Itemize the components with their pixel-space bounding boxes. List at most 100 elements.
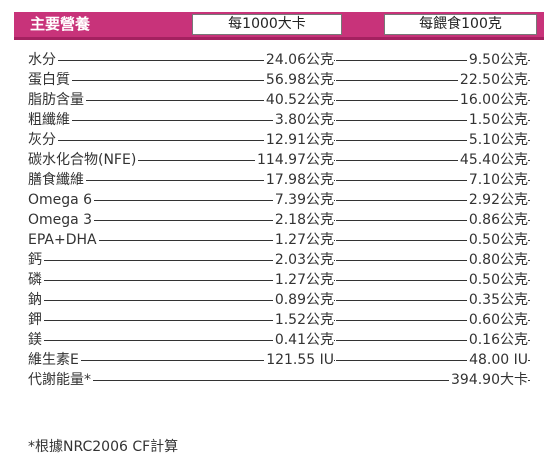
value-per-100g: 5.10公克 (466, 131, 528, 149)
table-row: Omega 6 7.39公克 2.92公克 (0, 190, 558, 210)
value-per-100g: 45.40公克 (457, 151, 528, 169)
table-row: 鈉 0.89公克 0.35公克 (0, 290, 558, 310)
value-per-1000kcal: 0.89公克 (272, 291, 334, 309)
value-per-100g: 0.80公克 (466, 251, 528, 269)
table-row: 碳水化合物(NFE) 114.97公克 45.40公克 (0, 150, 558, 170)
header-title: 主要營養 (30, 15, 91, 33)
table-row: 鎂 0.41公克 0.16公克 (0, 330, 558, 350)
leader-line (30, 60, 335, 61)
leader-line (336, 340, 530, 341)
leader-line (336, 280, 530, 281)
nutrient-name: 灰分 (28, 131, 58, 149)
value-per-100g: 0.35公克 (466, 291, 528, 309)
value-per-1000kcal: 1.52公克 (272, 311, 334, 329)
value-per-100g: 9.50公克 (466, 51, 528, 69)
nutrient-name: 磷 (28, 271, 44, 289)
column-header-per-100g: 每餵食100克 (384, 14, 537, 35)
value-per-100g: 0.50公克 (466, 231, 528, 249)
nutrient-name: 碳水化合物(NFE) (28, 151, 139, 169)
nutrient-name: Omega 6 (28, 191, 95, 209)
leader-line (30, 340, 335, 341)
table-row: 膳食纖維 17.98公克 7.10公克 (0, 170, 558, 190)
nutrient-name: 鎂 (28, 331, 44, 349)
nutrient-name: 脂肪含量 (28, 91, 86, 109)
value-per-1000kcal: 7.39公克 (272, 191, 334, 209)
table-row: 蛋白質 56.98公克 22.50公克 (0, 70, 558, 90)
column-header-per-1000kcal: 每1000大卡 (192, 14, 342, 35)
leader-line (336, 360, 530, 361)
table-row: Omega 3 2.18公克 0.86公克 (0, 210, 558, 230)
table-row: EPA+DHA 1.27公克 0.50公克 (0, 230, 558, 250)
leader-line (336, 240, 530, 241)
value-per-1000kcal: 56.98公克 (263, 71, 334, 89)
table-row: 鈣 2.03公克 0.80公克 (0, 250, 558, 270)
table-row: 維生素E 121.55 IU 48.00 IU (0, 350, 558, 370)
value-per-100g: 0.16公克 (466, 331, 528, 349)
leader-line (336, 60, 530, 61)
value-per-1000kcal: 40.52公克 (263, 91, 334, 109)
table-row: 鉀 1.52公克 0.60公克 (0, 310, 558, 330)
leader-line (336, 260, 530, 261)
value-per-100g: 0.60公克 (466, 311, 528, 329)
leader-line (30, 80, 335, 81)
table-row: 脂肪含量 40.52公克 16.00公克 (0, 90, 558, 110)
nutrient-name: 粗纖維 (28, 111, 72, 129)
leader-line (30, 300, 335, 301)
leader-line (336, 100, 530, 101)
nutrient-name: 鉀 (28, 311, 44, 329)
value-per-1000kcal: 2.03公克 (272, 251, 334, 269)
value-per-1000kcal: 1.27公克 (272, 271, 334, 289)
nutrient-name: 鈣 (28, 251, 44, 269)
value-per-100g: 48.00 IU (467, 351, 528, 369)
footnote: *根據NRC2006 CF計算 (28, 439, 179, 455)
leader-line (336, 300, 530, 301)
leader-line (30, 180, 335, 181)
leader-line (336, 140, 530, 141)
leader-line (336, 200, 530, 201)
value-per-1000kcal: 2.18公克 (272, 211, 334, 229)
value-per-1000kcal: 17.98公克 (263, 171, 334, 189)
leader-line (336, 180, 530, 181)
leader-line (30, 360, 335, 361)
leader-line (30, 100, 335, 101)
leader-line (30, 280, 335, 281)
nutrient-name: Omega 3 (28, 211, 95, 229)
nutrient-name: 鈉 (28, 291, 44, 309)
leader-line (30, 200, 335, 201)
leader-line (30, 160, 335, 161)
leader-line (30, 380, 530, 381)
value-per-100g: 0.86公克 (466, 211, 528, 229)
leader-line (30, 260, 335, 261)
leader-line (336, 80, 530, 81)
table-row: 磷 1.27公克 0.50公克 (0, 270, 558, 290)
leader-line (30, 120, 335, 121)
value-per-100g: 22.50公克 (457, 71, 528, 89)
leader-line (30, 220, 335, 221)
leader-line (30, 320, 335, 321)
table-row: 灰分 12.91公克 5.10公克 (0, 130, 558, 150)
leader-line (336, 120, 530, 121)
nutrient-table: 水分 24.06公克 9.50公克 蛋白質 56.98公克 22.50公克 脂肪含量 40.5… (0, 50, 558, 390)
value-per-1000kcal: 0.41公克 (272, 331, 334, 349)
leader-line (336, 160, 530, 161)
energy-value: 394.90大卡 (449, 371, 528, 389)
leader-line (336, 220, 530, 221)
value-per-100g: 1.50公克 (466, 111, 528, 129)
leader-line (30, 140, 335, 141)
table-header: 主要營養 每1000大卡 每餵食100克 (14, 12, 544, 40)
value-per-1000kcal: 1.27公克 (272, 231, 334, 249)
table-row-energy: 代謝能量* 394.90大卡 (0, 370, 558, 390)
table-row: 粗纖維 3.80公克 1.50公克 (0, 110, 558, 130)
value-per-1000kcal: 121.55 IU (264, 351, 334, 369)
value-per-100g: 16.00公克 (457, 91, 528, 109)
nutrient-name: 維生素E (28, 351, 81, 369)
leader-line (336, 320, 530, 321)
value-per-100g: 0.50公克 (466, 271, 528, 289)
nutrient-name: 代謝能量* (28, 371, 93, 389)
value-per-1000kcal: 114.97公克 (255, 151, 334, 169)
value-per-1000kcal: 24.06公克 (263, 51, 334, 69)
value-per-1000kcal: 3.80公克 (272, 111, 334, 129)
nutrient-name: 膳食纖維 (28, 171, 86, 189)
nutrient-name: 蛋白質 (28, 71, 72, 89)
table-row: 水分 24.06公克 9.50公克 (0, 50, 558, 70)
